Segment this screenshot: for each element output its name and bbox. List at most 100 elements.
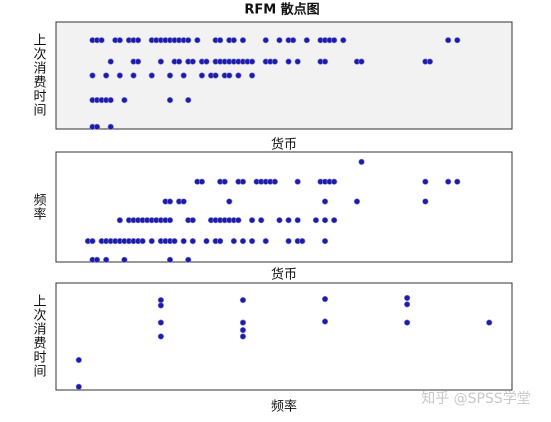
chart-title: RFM 散点图 [244, 2, 319, 18]
point [358, 158, 365, 165]
point [276, 217, 283, 224]
point [107, 123, 114, 130]
point [426, 58, 434, 65]
point [358, 58, 365, 65]
point [75, 356, 82, 364]
point [445, 37, 452, 44]
point [185, 256, 192, 263]
point [180, 198, 187, 205]
point [303, 37, 310, 44]
point [285, 217, 292, 224]
point [166, 97, 174, 104]
point [230, 37, 237, 44]
point [239, 326, 247, 334]
point [285, 238, 292, 245]
point [93, 256, 101, 263]
point [176, 58, 183, 65]
point [294, 217, 301, 224]
point [180, 238, 187, 245]
point [331, 37, 338, 44]
point [294, 178, 301, 185]
point [189, 238, 196, 245]
point [239, 319, 247, 326]
point [148, 238, 155, 245]
point [422, 178, 429, 185]
point [121, 256, 128, 263]
point [404, 294, 411, 302]
point [116, 217, 123, 224]
watermark: 知乎 @SPSS学堂 [421, 390, 531, 407]
point [248, 72, 256, 79]
point [404, 301, 411, 308]
point [134, 37, 142, 44]
point [157, 319, 164, 326]
point [171, 238, 178, 245]
point [157, 58, 164, 65]
point [321, 238, 329, 245]
point [180, 72, 187, 79]
x-axis-label: 频率 [271, 399, 297, 415]
point [290, 37, 297, 44]
point [189, 217, 196, 224]
point [239, 37, 247, 44]
point [93, 123, 101, 130]
point [262, 238, 269, 245]
point [239, 178, 247, 185]
point [271, 178, 278, 185]
point [148, 72, 155, 79]
point [89, 72, 96, 79]
point [299, 238, 306, 245]
point [248, 217, 256, 224]
point [75, 383, 82, 390]
point [217, 37, 224, 44]
point [239, 333, 247, 340]
point [166, 217, 174, 224]
point [235, 217, 242, 224]
point [134, 58, 142, 65]
point [166, 198, 174, 205]
plot-frame [55, 21, 513, 130]
point [116, 37, 123, 44]
point [331, 178, 338, 185]
point [235, 72, 242, 79]
point [248, 58, 256, 65]
point [239, 297, 247, 304]
x-axis-label: 货币 [271, 267, 297, 283]
point [226, 72, 233, 79]
point [276, 37, 283, 44]
point [226, 198, 233, 205]
point [486, 319, 493, 326]
point [107, 58, 114, 65]
point [194, 37, 201, 44]
point [239, 238, 247, 245]
point [454, 37, 461, 44]
x-axis-label: 货币 [271, 137, 297, 153]
plot-frame [55, 282, 513, 391]
point [312, 217, 320, 224]
point [340, 37, 347, 44]
point [185, 97, 192, 104]
point [139, 238, 146, 245]
point [271, 58, 278, 65]
point [454, 178, 461, 185]
point [258, 217, 265, 224]
point [262, 37, 269, 44]
point [166, 256, 174, 263]
point [230, 238, 237, 245]
point [198, 72, 206, 79]
point [321, 217, 329, 224]
point [422, 198, 429, 205]
point [321, 58, 329, 65]
point [294, 58, 301, 65]
point [198, 178, 206, 185]
point [353, 198, 361, 205]
point [189, 58, 196, 65]
point [157, 333, 164, 340]
point [130, 72, 137, 79]
y-axis-label: 上次消费时间 [31, 33, 47, 117]
point [157, 302, 164, 309]
point [248, 238, 256, 245]
point [157, 297, 164, 304]
point [221, 178, 228, 185]
point [404, 319, 411, 326]
